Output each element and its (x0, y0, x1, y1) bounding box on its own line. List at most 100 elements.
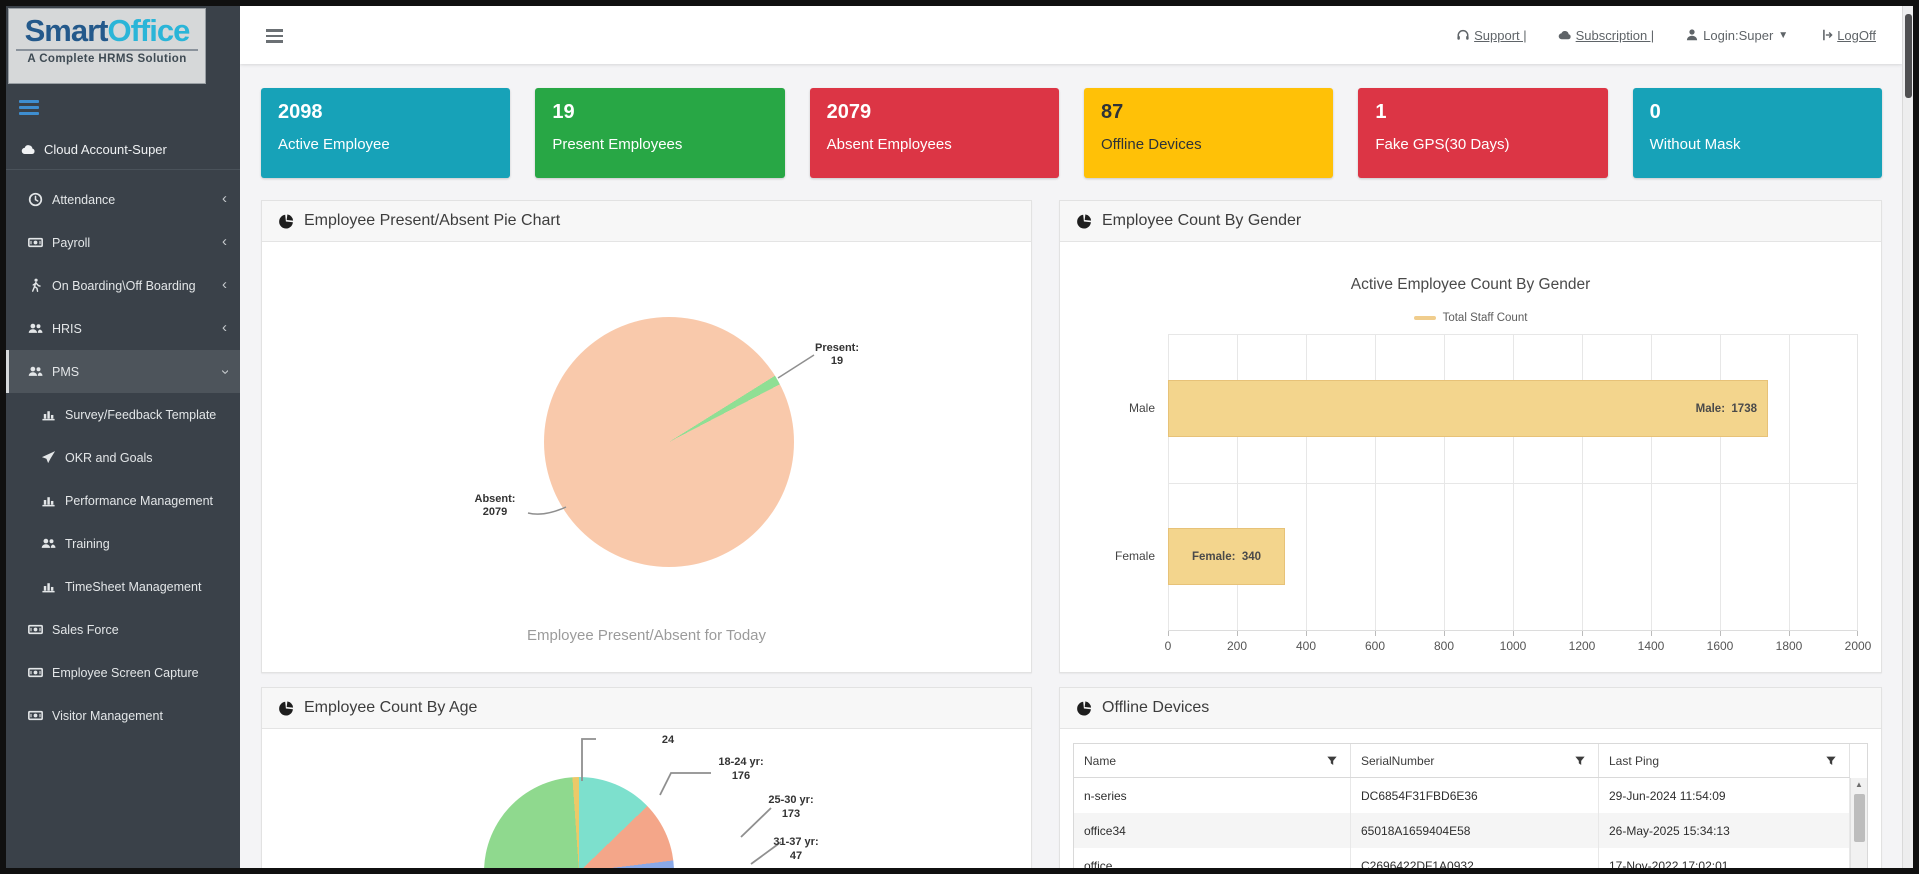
sidebar-item-training[interactable]: Training (6, 522, 240, 565)
topbar-links: Support | Subscription | Login:Super ▼ L… (1455, 6, 1876, 64)
gender-chart-title: Active Employee Count By Gender (1350, 276, 1591, 293)
subscription-label: Subscription | (1575, 27, 1655, 43)
kpi-value: 2079 (826, 101, 872, 123)
logoff-link[interactable]: LogOff (1818, 27, 1876, 43)
table-cell: 26-May-2025 15:34:13 (1599, 813, 1850, 848)
devices-table: Name SerialNumber Last Ping n-series DC6854… (1073, 743, 1868, 868)
sidebar-item-visitor-management[interactable]: Visitor Management (6, 694, 240, 737)
logo-text-primary: Smart (24, 13, 109, 48)
table-cell: 65018A1659404E58 (1351, 813, 1599, 848)
bar-male: Male: 1738 (1168, 380, 1768, 437)
sidebar-item-label: PMS (52, 364, 80, 379)
table-row[interactable]: office C2696422DF1A0932 17-Nov-2022 17:02:… (1074, 848, 1850, 868)
money-icon (27, 708, 43, 724)
chart-icon (40, 407, 56, 423)
sidebar-item-hris[interactable]: HRIS ‹ (6, 307, 240, 350)
send-icon (40, 450, 56, 466)
clock-icon (27, 192, 43, 208)
devices-table-body: n-series DC6854F31FBD6E36 29-Jun-2024 11:5… (1074, 778, 1867, 868)
category-label-female: Female (1114, 549, 1155, 563)
sidebar: SmartOffice A Complete HRMS Solution Clo… (6, 6, 240, 868)
panel-devices-header: Offline Devices (1060, 688, 1881, 729)
sidebar-item-okr-and-goals[interactable]: OKR and Goals (6, 436, 240, 479)
kpi-label: Fake GPS(30 Days) (1375, 136, 1510, 153)
kpi-card-present-employees: 19 Present Employees (535, 88, 785, 178)
chevron-left-icon: ‹ (222, 232, 227, 250)
bar-value-label: Male: 1738 (1695, 402, 1757, 415)
x-tick-label: 2000 (1844, 639, 1872, 653)
kpi-label: Offline Devices (1100, 136, 1202, 153)
chevron-down-icon: ‹ (216, 369, 233, 374)
sidebar-item-label: Sales Force (52, 622, 119, 637)
filter-icon[interactable] (1324, 753, 1340, 769)
support-link[interactable]: Support | (1455, 27, 1527, 43)
devices-scrollbar-thumb[interactable] (1853, 794, 1865, 842)
gender-plot-grid (1168, 334, 1858, 631)
chevron-left-icon: ‹ (222, 189, 227, 207)
sidebar-hamburger-icon[interactable] (19, 100, 39, 118)
sidebar-account[interactable]: Cloud Account-Super (6, 129, 240, 170)
pie-chart-icon (278, 700, 294, 716)
users-icon (27, 364, 43, 380)
panel-title: Employee Present/Absent Pie Chart (304, 212, 561, 229)
subscription-link[interactable]: Subscription | (1557, 27, 1655, 43)
sidebar-item-sales-force[interactable]: Sales Force (6, 608, 240, 651)
kpi-card-active-employee: 2098 Active Employee (261, 88, 511, 178)
pie-label-absent: Absent: 2079 (474, 493, 516, 518)
table-row[interactable]: n-series DC6854F31FBD6E36 29-Jun-2024 11:5… (1074, 778, 1850, 813)
filter-icon[interactable] (1572, 753, 1588, 769)
sidebar-item-on-boarding-off-boarding[interactable]: On Boarding\Off Boarding ‹ (6, 264, 240, 307)
sidebar-item-label: Performance Management (65, 493, 213, 508)
sidebar-item-performance-management[interactable]: Performance Management (6, 479, 240, 522)
panel-age-header: Employee Count By Age (262, 688, 1031, 729)
sidebar-item-pms[interactable]: PMS ‹ (6, 350, 240, 393)
login-menu[interactable]: Login:Super ▼ (1684, 27, 1788, 43)
column-header-name[interactable]: Name (1074, 744, 1351, 777)
dashboard-content: 2098 Active Employee 19 Present Employees 20… (240, 64, 1902, 868)
support-label: Support | (1474, 27, 1527, 43)
sidebar-item-attendance[interactable]: Attendance ‹ (6, 178, 240, 221)
x-tick-label: 800 (1433, 639, 1455, 653)
sidebar-item-timesheet-management[interactable]: TimeSheet Management (6, 565, 240, 608)
scroll-up-icon[interactable]: ▲ (1855, 780, 1863, 789)
age-slice-label: 24 (661, 734, 675, 746)
pie-chart-icon (1076, 213, 1092, 229)
bar-value-label: Female: 340 (1191, 550, 1262, 563)
kpi-card-offline-devices: 87 Offline Devices (1083, 88, 1334, 178)
sidebar-item-employee-screen-capture[interactable]: Employee Screen Capture (6, 651, 240, 694)
table-cell: n-series (1074, 778, 1351, 813)
sidebar-item-survey-feedback-template[interactable]: Survey/Feedback Template (6, 393, 240, 436)
pie-chart-icon (278, 213, 294, 229)
table-row[interactable]: office34 65018A1659404E58 26-May-2025 15:3… (1074, 813, 1850, 848)
users-icon (40, 536, 56, 552)
column-header-serialnumber[interactable]: SerialNumber (1351, 744, 1599, 777)
kpi-value: 0 (1649, 101, 1661, 123)
table-cell: office (1074, 848, 1351, 868)
devices-panel-body: Name SerialNumber Last Ping n-series DC6854… (1060, 729, 1881, 868)
panel-title: Employee Count By Age (304, 699, 478, 716)
main-area: Support | Subscription | Login:Super ▼ L… (240, 6, 1902, 868)
menu-toggle-icon[interactable] (266, 29, 283, 46)
present-absent-pie (544, 317, 794, 567)
x-tick-label: 1800 (1775, 639, 1803, 653)
column-header-last-ping[interactable]: Last Ping (1599, 744, 1850, 777)
logoff-label: LogOff (1837, 27, 1876, 43)
panel-gender-header: Employee Count By Gender (1060, 201, 1881, 242)
filter-icon[interactable] (1823, 753, 1839, 769)
table-cell: 17-Nov-2022 17:02:01 (1599, 848, 1850, 868)
page-scrollbar[interactable] (1902, 6, 1913, 868)
chevron-left-icon: ‹ (222, 318, 227, 336)
chevron-left-icon: ‹ (222, 275, 227, 293)
devices-table-scrollbar[interactable]: ▲ (1850, 778, 1867, 868)
page-scrollbar-thumb[interactable] (1905, 14, 1912, 98)
kpi-value: 1 (1375, 101, 1387, 123)
table-cell: 29-Jun-2024 11:54:09 (1599, 778, 1850, 813)
gender-chart: Active Employee Count By Gender Total St… (1060, 242, 1881, 672)
kpi-value: 19 (552, 101, 575, 123)
sidebar-item-label: Payroll (52, 235, 91, 250)
panel-present-absent-header: Employee Present/Absent Pie Chart (262, 201, 1031, 242)
caret-down-icon: ▼ (1778, 29, 1789, 41)
age-slice-label: 31-37 yr: 47 (773, 836, 819, 862)
sidebar-item-payroll[interactable]: Payroll ‹ (6, 221, 240, 264)
x-tick-label: 200 (1226, 639, 1248, 653)
